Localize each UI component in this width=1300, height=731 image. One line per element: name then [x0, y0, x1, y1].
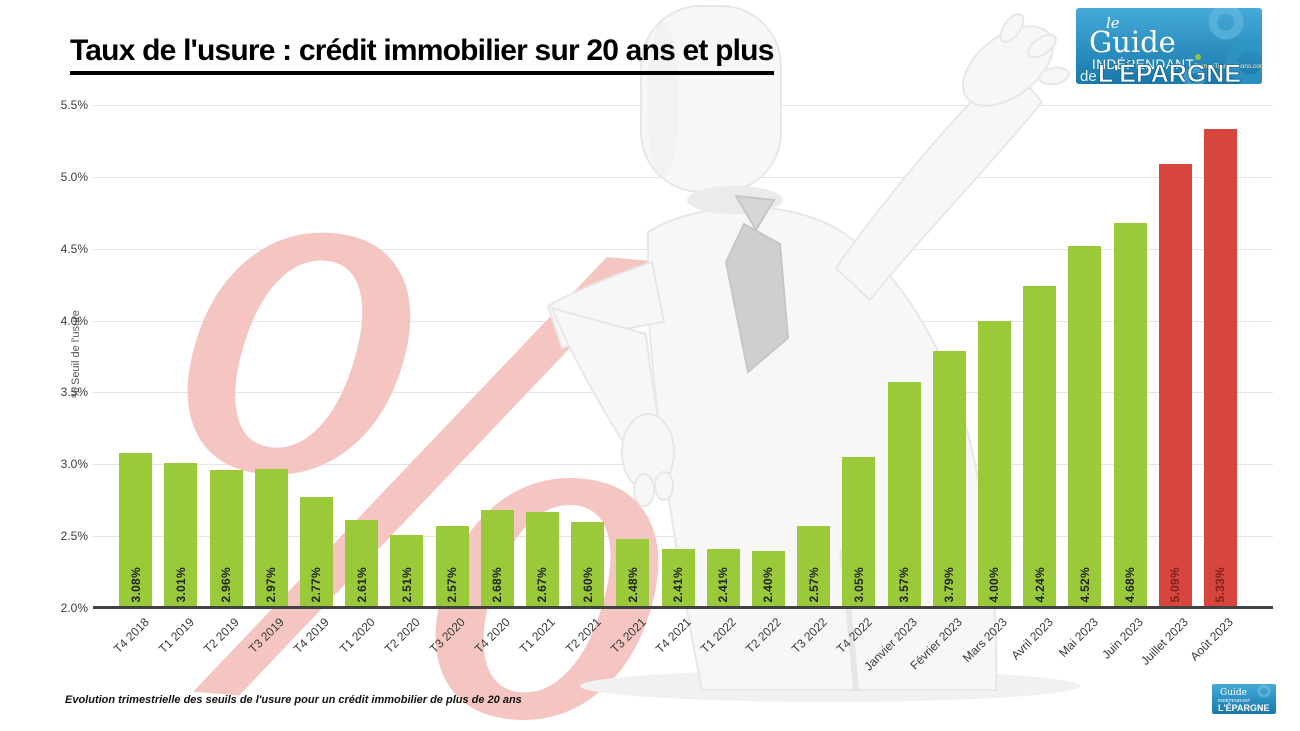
bar: 2.51%: [390, 534, 424, 608]
bar: 2.96%: [209, 470, 243, 608]
bar: 3.08%: [119, 452, 153, 608]
x-tick-label: T3 2020: [426, 615, 468, 657]
x-tick-label: T3 2021: [607, 615, 649, 657]
logo-text-epargne: L'ÉPARGNE: [1098, 59, 1241, 84]
x-tick-label: Mars 2023: [960, 615, 1011, 665]
bar: 5.33%: [1203, 129, 1237, 608]
brand-logo-small-graphic: Guide INDÉPENDANT L'ÉPARGNE: [1212, 684, 1276, 714]
brand-logo-small: Guide INDÉPENDANT L'ÉPARGNE: [1212, 684, 1276, 719]
x-tick-label: Juin 2023: [1099, 615, 1146, 662]
x-tick-label: T3 2019: [246, 615, 288, 657]
x-tick-label: Janvier 2023: [861, 615, 920, 674]
x-tick-label: Mai 2023: [1055, 615, 1101, 660]
x-tick-label: T2 2021: [562, 615, 604, 657]
y-tick-label: 3.0%: [60, 457, 88, 472]
brand-logo: le Guide INDÉPENDANT FranceTransactions.…: [1076, 4, 1274, 89]
logo-text-le: le: [1106, 14, 1120, 32]
x-tick-label: T4 2020: [472, 615, 514, 657]
y-tick-label: 3.5%: [60, 385, 88, 400]
bar: 2.60%: [571, 521, 605, 608]
x-tick-label: T1 2020: [336, 615, 378, 657]
page-title: Taux de l'usure : crédit immobilier sur …: [70, 34, 774, 75]
x-tick-label: T4 2018: [110, 615, 152, 657]
bar: 2.97%: [254, 468, 288, 608]
x-tick-label: T3 2022: [788, 615, 830, 657]
bar: 2.57%: [435, 526, 469, 608]
logo-text-guide: Guide: [1089, 25, 1176, 59]
bar: 2.67%: [525, 511, 559, 608]
x-tick-label: T2 2022: [743, 615, 785, 657]
logo-small-text-guide: Guide: [1220, 688, 1247, 698]
logo-text-site: FranceTransactions.com: [1194, 63, 1262, 70]
x-tick-label: T2 2019: [200, 615, 242, 657]
bar: 3.01%: [164, 462, 198, 608]
bar: 2.61%: [345, 520, 379, 608]
bar: 4.52%: [1068, 245, 1102, 608]
bar: 4.24%: [1023, 286, 1057, 608]
y-tick-label: 4.0%: [60, 313, 88, 328]
footer-caption: Evolution trimestrielle des seuils de l'…: [65, 694, 522, 706]
x-tick-label: Juillet 2023: [1138, 615, 1192, 668]
bar: 5.09%: [1158, 163, 1192, 608]
logo-ring-icon: [1208, 4, 1244, 40]
x-tick-label: Avril 2023: [1008, 615, 1056, 663]
bar: 2.77%: [299, 497, 333, 608]
brand-logo-graphic: le Guide INDÉPENDANT FranceTransactions.…: [1076, 4, 1274, 89]
y-tick-label: 2.0%: [60, 601, 88, 615]
y-tick-label: 5.0%: [60, 169, 88, 184]
logo-small-text-independant: INDÉPENDANT: [1218, 697, 1251, 703]
bar: 4.68%: [1113, 222, 1147, 608]
bar: 2.48%: [616, 539, 650, 608]
x-tick-label: T4 2022: [833, 615, 875, 657]
bar: 2.68%: [480, 510, 514, 608]
x-tick-label: Février 2023: [907, 615, 966, 673]
y-tick-label: 2.5%: [60, 529, 88, 544]
x-tick-label: T1 2019: [155, 615, 197, 657]
y-tick-label: 4.5%: [60, 241, 88, 256]
x-tick-label: T2 2020: [381, 615, 423, 657]
x-tick-label: T4 2021: [652, 615, 694, 657]
logo-text-de: de: [1080, 68, 1097, 84]
x-tick-label: T1 2021: [517, 615, 559, 657]
logo-sprout-icon: [1195, 54, 1201, 60]
x-tick-label: T1 2022: [698, 615, 740, 657]
logo-small-text-epargne: L'ÉPARGNE: [1218, 703, 1269, 713]
y-tick-label: 5.5%: [60, 98, 88, 112]
logo-text-independant: INDÉPENDANT: [1092, 57, 1194, 72]
x-tick-label: T4 2019: [291, 615, 333, 657]
